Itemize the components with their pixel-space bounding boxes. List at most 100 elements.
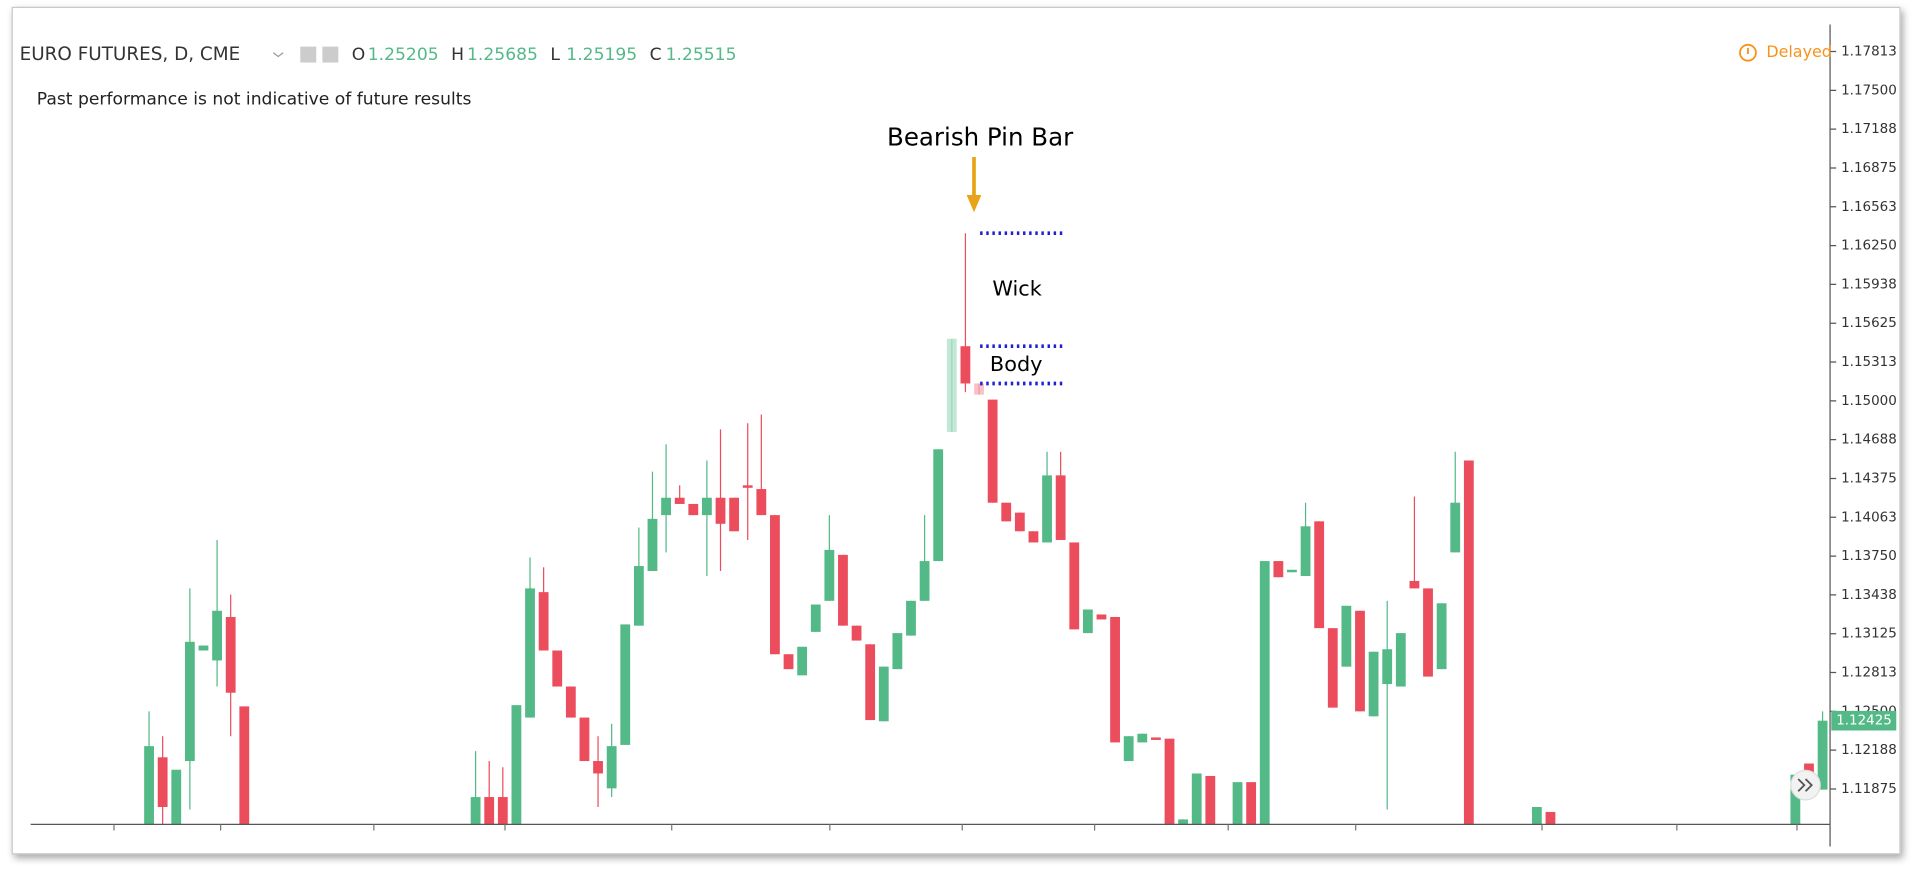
candle-body	[1423, 588, 1433, 677]
annotation-wick: Wick	[992, 277, 1041, 301]
candle-body	[1069, 542, 1080, 630]
candle-body	[688, 503, 699, 516]
candle-body	[987, 399, 998, 503]
ohlc-key: L	[550, 45, 560, 65]
candle-body	[1327, 628, 1338, 708]
candle-body	[606, 746, 617, 789]
candle-body	[1055, 475, 1066, 540]
header: EURO FUTURES, D, CME O 1.25205 H 1.25685 L 1.…	[20, 42, 1832, 109]
candle-body	[974, 383, 984, 395]
icon[interactable]	[300, 46, 317, 63]
ohlc-legend: O 1.25205 H 1.25685 L 1.25195 C 1.25515	[352, 45, 737, 65]
candle-body	[497, 797, 508, 825]
y-tick-label: 1.13438	[1841, 587, 1897, 603]
candle-body	[1150, 737, 1161, 740]
icon[interactable]	[322, 46, 339, 63]
y-tick-label: 1.12188	[1841, 742, 1897, 758]
y-tick-label: 1.16563	[1841, 199, 1897, 215]
y-tick-label: 1.13125	[1841, 626, 1897, 642]
candle-body	[1790, 774, 1801, 825]
y-tick-label: 1.14375	[1841, 470, 1897, 486]
candle-body	[1463, 460, 1474, 825]
candle-body	[1368, 651, 1379, 717]
candle-body	[552, 650, 563, 687]
annotation-title: Bearish Pin Bar	[887, 123, 1074, 152]
candle-body	[565, 686, 576, 718]
y-tick-label: 1.17188	[1841, 121, 1897, 137]
candle-body	[538, 592, 549, 651]
candle-body	[1191, 773, 1202, 825]
ohlc-key: C	[650, 45, 662, 65]
candle-body	[1355, 610, 1365, 712]
candle-body	[171, 769, 182, 825]
annotation-body: Body	[990, 352, 1043, 376]
candle-body	[1531, 806, 1542, 825]
candle-body	[1123, 736, 1134, 762]
candle-body	[525, 588, 535, 718]
candle-body	[1287, 569, 1297, 573]
candle-body	[661, 497, 671, 516]
candle-body	[1545, 811, 1556, 825]
y-tick-label: 1.14063	[1841, 509, 1897, 525]
y-tick-label: 1.11875	[1841, 781, 1897, 797]
candle-body	[184, 641, 195, 762]
candle-body	[810, 604, 821, 632]
candle-body	[797, 646, 808, 676]
y-tick-label: 1.15313	[1841, 354, 1897, 370]
y-tick-label: 1.16875	[1841, 160, 1897, 176]
status-icon	[1739, 43, 1757, 62]
candle-body	[484, 797, 495, 825]
last-price-box	[1831, 710, 1897, 731]
candle-body	[1436, 603, 1447, 670]
last-price-label: 1.12425	[1836, 713, 1892, 729]
candle-body	[157, 757, 168, 807]
y-tick-label: 1.15000	[1841, 393, 1897, 409]
y-tick-label: 1.15938	[1841, 276, 1897, 292]
candle-body	[1246, 782, 1257, 825]
status[interactable]: Delayed	[1766, 42, 1832, 61]
disclaimer: Past performance is not indicative of fu…	[37, 89, 472, 109]
y-tick-label: 1.15625	[1841, 315, 1897, 331]
candle-body	[633, 566, 644, 626]
candle-body	[742, 485, 753, 488]
candle-body	[729, 497, 740, 532]
candle-body	[824, 549, 835, 601]
y-tick-label: 1.13750	[1841, 548, 1897, 564]
candle-body	[933, 449, 944, 562]
candle-body	[1314, 521, 1325, 629]
candle-body	[1395, 633, 1406, 687]
candle-body	[715, 497, 726, 524]
arrow-head	[966, 195, 982, 213]
candle-body	[1164, 738, 1175, 825]
candle-body	[1082, 609, 1093, 634]
candle-body	[1341, 605, 1352, 667]
candle-body	[620, 624, 631, 745]
candle-body	[593, 761, 603, 774]
panel	[11, 6, 1901, 855]
candle-body	[1137, 733, 1148, 743]
candle-body	[878, 666, 889, 722]
candle-body	[239, 706, 250, 825]
candle-body	[851, 625, 862, 641]
candle-body	[1273, 561, 1284, 578]
candle-body	[701, 497, 712, 516]
candle-body	[783, 654, 794, 670]
candle-body	[1232, 782, 1243, 825]
plot-area	[144, 233, 1828, 825]
candle-body	[198, 645, 209, 651]
ohlc-value: 1.25515	[666, 45, 737, 65]
candle-body	[919, 561, 930, 601]
y-axis: 1.118751.121881.125001.128131.131251.134…	[1830, 44, 1897, 797]
candle-body	[647, 518, 658, 572]
candle-body	[906, 600, 916, 636]
candle-body	[838, 554, 848, 626]
candle-body	[756, 489, 767, 516]
y-tick-label: 1.17500	[1841, 82, 1897, 98]
y-tick-label: 1.12813	[1841, 665, 1897, 681]
ohlc-key: O	[352, 45, 366, 65]
candle-body	[674, 497, 685, 504]
y-tick-label: 1.17813	[1841, 44, 1897, 60]
candle-body	[225, 616, 236, 693]
